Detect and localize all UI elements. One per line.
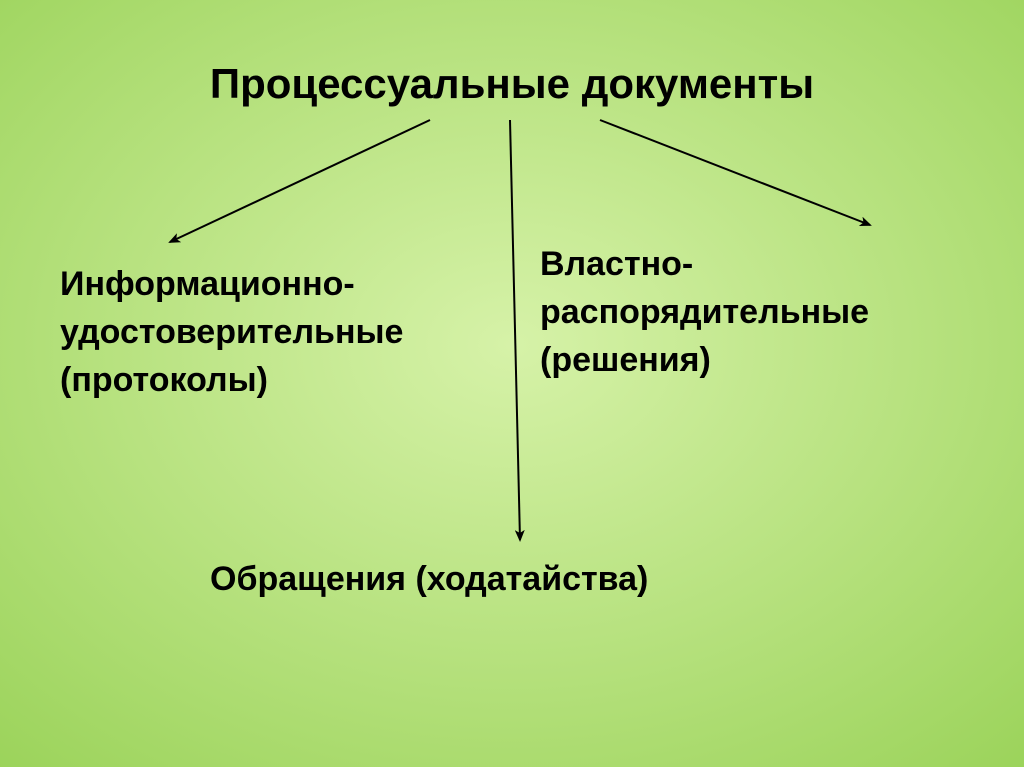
node-left: Информационно- удостоверительные (проток…	[60, 260, 403, 404]
node-left-line3: (протоколы)	[60, 356, 403, 404]
arrow-to-left	[170, 120, 430, 242]
node-bottom: Обращения (ходатайства)	[210, 560, 648, 599]
slide: Процессуальные документы Информационно- …	[0, 0, 1024, 767]
node-right-line3: (решения)	[540, 336, 869, 384]
diagram-title: Процессуальные документы	[0, 60, 1024, 108]
node-left-line2: удостоверительные	[60, 308, 403, 356]
node-left-line1: Информационно-	[60, 260, 403, 308]
arrow-to-right	[600, 120, 870, 225]
arrow-to-bottom	[510, 120, 520, 540]
node-right-line1: Властно-	[540, 240, 869, 288]
node-right-line2: распорядительные	[540, 288, 869, 336]
node-right: Властно- распорядительные (решения)	[540, 240, 869, 384]
